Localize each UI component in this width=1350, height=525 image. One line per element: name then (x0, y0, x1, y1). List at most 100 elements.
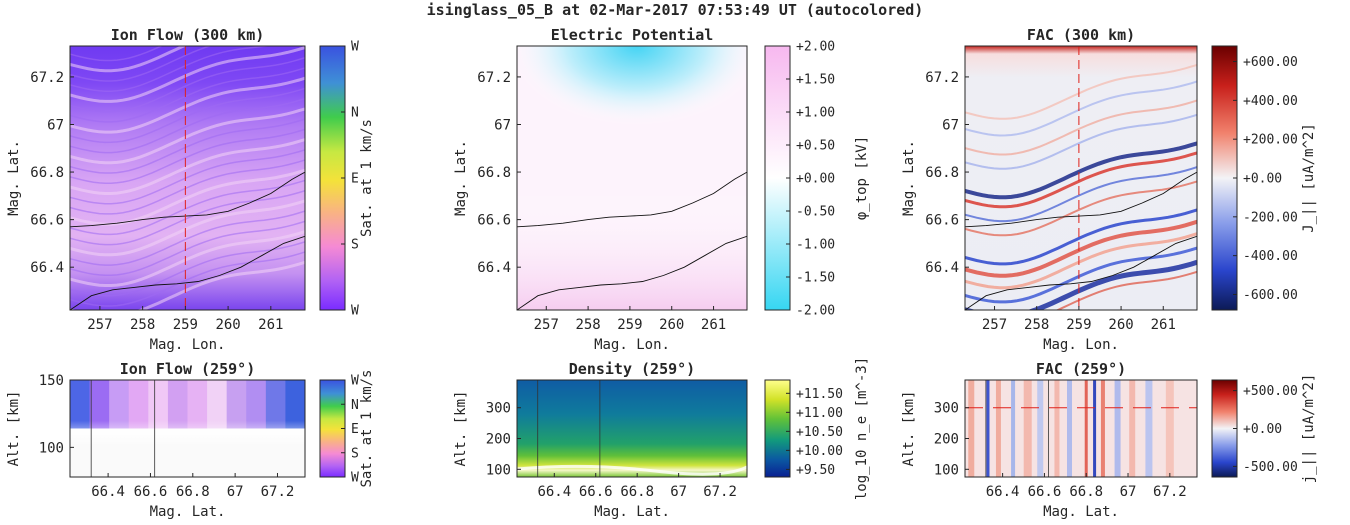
x-tick-label: 259 (617, 317, 642, 333)
colorbar (764, 45, 791, 311)
fac-band (965, 99, 1197, 156)
colorbar-label: j_|| [uA/m^2] (1301, 374, 1317, 484)
panel-density-259: Density (259°) 66.4 66.6 66.8 67 67.2 Mag. Lat… (453, 357, 870, 520)
plot-frame (964, 379, 1198, 478)
flow-band (70, 260, 305, 310)
field-background (517, 380, 747, 477)
flow-band (70, 179, 305, 236)
plot-frame (69, 45, 306, 311)
y-tick-label: 100 (39, 440, 64, 456)
y-axis-label: Alt. [km] (453, 391, 469, 467)
flow-band (70, 210, 305, 266)
flow-band (70, 46, 305, 103)
y-tick-label: 67.2 (30, 70, 64, 86)
colorbar-tick-label: W (351, 471, 359, 486)
fac-stripe (1037, 380, 1044, 477)
plot-frame (516, 45, 748, 311)
x-tick-label: 66.4 (986, 484, 1020, 500)
fac-stripe (1084, 380, 1088, 477)
colorbar (319, 45, 346, 311)
y-tick-label: 200 (934, 432, 959, 448)
colorbar (1211, 45, 1238, 311)
panel-ion-flow-259: Ion Flow (259°) 66.4 66.6 66.8 67 67.2 Mag. La… (6, 360, 375, 520)
x-tick-label: 67.2 (1153, 484, 1187, 500)
fac-band (965, 180, 1197, 237)
boundary-trace-2 (70, 235, 305, 310)
colorbar-tick-label: S (351, 446, 359, 461)
flow-band (70, 56, 305, 113)
potential-negative-region (517, 46, 747, 192)
y-tick-label: 66.8 (477, 165, 511, 181)
boundary-trace-1 (70, 171, 305, 228)
y-tick-label: 66.6 (30, 213, 64, 229)
x-tick-label: 67.2 (261, 484, 295, 500)
flow-band (70, 46, 188, 73)
y-tick-label: 100 (934, 462, 959, 478)
colorbar-tick-label: +2.00 (796, 40, 835, 55)
x-tick-label: 258 (130, 317, 155, 333)
colorbar-tick-label: -600.00 (1243, 288, 1298, 303)
colorbar-tick-label: S (351, 238, 359, 253)
colorbar-tick-label: +500.00 (1243, 384, 1298, 399)
flow-band (70, 46, 212, 82)
y-tick-label: 66.8 (30, 165, 64, 181)
fac-band (965, 63, 1197, 120)
y-tick-label: 67 (494, 117, 511, 133)
y-tick-label: 66.8 (925, 165, 959, 181)
fac-band (965, 113, 1197, 170)
colorbar-tick-label: -2.00 (796, 304, 835, 319)
y-tick-label: 200 (486, 432, 511, 448)
plot-area-electric-potential (517, 46, 747, 310)
colorbar-tick-label: W (351, 40, 359, 55)
fac-stripe (1093, 380, 1097, 477)
y-axis-label: Alt. [km] (901, 391, 917, 467)
plot-area-density-259 (517, 380, 747, 477)
x-tick-label: 258 (1024, 317, 1049, 333)
fac-field (965, 380, 1197, 477)
colorbar-tick-label: +1.50 (796, 73, 835, 88)
fac-band (1055, 270, 1197, 310)
colorbar-tick-label: -500.00 (1243, 460, 1298, 475)
colorbar-tick-label: +0.50 (796, 139, 835, 154)
fac-stripe (1011, 380, 1016, 477)
y-axis-label: Mag. Lat. (901, 140, 917, 216)
colorbar-tick-label: +11.00 (796, 406, 843, 421)
flow-band (70, 251, 305, 307)
panel-title: Ion Flow (300 km) (111, 26, 265, 44)
flow-fade (70, 380, 305, 477)
flow-band (70, 189, 305, 246)
flow-band (70, 199, 305, 257)
x-tick-label: 66.6 (1028, 484, 1062, 500)
x-tick-label: 66.4 (91, 484, 125, 500)
x-tick-label: 257 (87, 317, 112, 333)
panel-title: FAC (259°) (1036, 360, 1126, 378)
y-tick-label: 67 (942, 117, 959, 133)
colorbar-tick-label: +0.00 (1243, 172, 1282, 187)
y-tick-label: 66.6 (925, 213, 959, 229)
flow-band (70, 159, 305, 215)
plot-area-ion-flow-300 (70, 46, 305, 310)
boundary-trace-1 (517, 171, 747, 228)
y-tick-label: 300 (934, 401, 959, 417)
density-peak-layer (517, 464, 747, 476)
colorbar-tick-label: +1.00 (796, 106, 835, 121)
colorbar-tick-label: -1.50 (796, 271, 835, 286)
colorbar-label: φ_top [kV] (854, 136, 870, 220)
fac-band (965, 219, 1197, 278)
x-tick-label: 259 (1066, 317, 1091, 333)
fac-band (965, 141, 1197, 200)
colorbar-tick-label: +200.00 (1243, 133, 1298, 148)
y-tick-label: 67 (47, 117, 64, 133)
y-axis-label: Alt. [km] (6, 391, 22, 467)
y-tick-label: 67.2 (477, 70, 511, 86)
colorbar-label: log_10 n_e [m^-3] (854, 357, 870, 500)
x-tick-label: 66.8 (620, 484, 654, 500)
x-tick-label: 66.8 (176, 484, 210, 500)
flow-band (70, 76, 305, 134)
fac-stripe (1129, 380, 1136, 477)
y-tick-label: 100 (486, 462, 511, 478)
fac-stripe (1054, 380, 1060, 477)
x-tick-label: 66.6 (579, 484, 613, 500)
x-tick-label: 259 (173, 317, 198, 333)
colorbar-tick-label: E (351, 172, 359, 187)
